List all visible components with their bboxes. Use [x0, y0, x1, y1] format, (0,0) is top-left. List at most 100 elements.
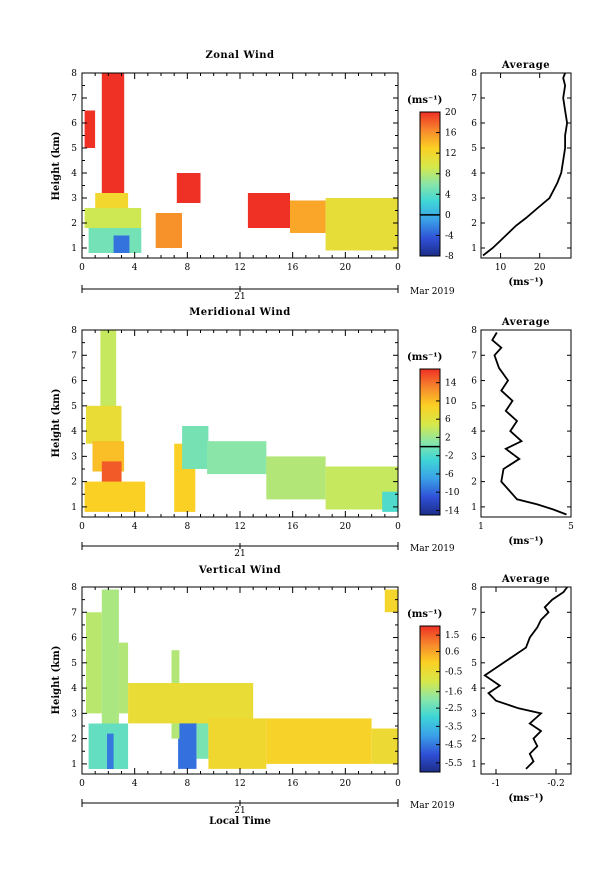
colorbar-tick-label: 1.5 [445, 631, 460, 641]
y-tick-label: 5 [71, 402, 77, 412]
y-tick-label: 8 [71, 326, 77, 336]
profile-x-tick-label: 1 [478, 522, 484, 532]
heatmap-region [155, 213, 182, 248]
profile-y-tick-label: 6 [471, 377, 477, 387]
colorbar-tick-label: -4.5 [445, 741, 463, 751]
profile-y-tick-label: 8 [471, 326, 477, 336]
colorbar-tick-label: 6 [445, 415, 451, 425]
colorbar: 14 10 6 2 -2 -6 -10 -14 [419, 368, 460, 516]
heatmap-region [182, 426, 209, 469]
heatmap-region [266, 456, 326, 500]
profile-frame [480, 586, 572, 775]
profile-x-label: (ms⁻¹) [508, 793, 543, 804]
colorbar-tick-label: 16 [445, 129, 457, 139]
colorbar-tick-label: 2 [445, 433, 451, 443]
x-tick-label: 8 [184, 779, 190, 789]
x-tick-label: 8 [184, 522, 190, 532]
colorbar-tick-label: 10 [445, 397, 457, 407]
profile-y-tick-label: 3 [471, 194, 477, 204]
profile-y-tick-label: 5 [471, 144, 477, 154]
profile-y-tick-label: 3 [471, 709, 477, 719]
y-axis-label: Height (km) [51, 389, 62, 458]
profile-y-tick-label: 1 [471, 244, 477, 254]
profile-y-tick-label: 1 [471, 760, 477, 770]
profile-title: Average [501, 60, 550, 71]
colorbar-tick-label: -5.5 [445, 759, 463, 769]
y-tick-label: 3 [71, 194, 77, 204]
profile-y-tick-label: 6 [471, 634, 477, 644]
heatmap-region [86, 612, 102, 714]
x-tick-label: 16 [287, 263, 299, 273]
colorbar-tick-label: 14 [445, 379, 457, 389]
heatmap-region [371, 728, 398, 764]
date-axis: 21 Mar 2019 [81, 542, 455, 559]
profile-y-tick-label: 2 [471, 478, 477, 488]
heatmap-region [84, 110, 96, 148]
profile-y-tick-label: 6 [471, 119, 477, 129]
x-tick-label: 0 [395, 522, 401, 532]
y-tick-label: 5 [71, 144, 77, 154]
profile-x-label: (ms⁻¹) [508, 536, 543, 547]
x-tick-label: 20 [340, 779, 352, 789]
x-tick-label: 20 [340, 522, 352, 532]
heatmap-region [107, 733, 114, 769]
x-axis-label: Local Time [209, 816, 271, 827]
colorbar-tick-label: -1.6 [445, 688, 463, 698]
heatmap-area [84, 330, 398, 512]
date-day-label: 21 [234, 292, 245, 302]
x-tick-label: 16 [287, 779, 299, 789]
profile-x-tick-label: 10 [495, 263, 507, 273]
heatmap-region [84, 208, 142, 228]
profile-y-tick-label: 7 [471, 94, 477, 104]
y-tick-label: 2 [71, 478, 77, 488]
profile-line [482, 72, 569, 257]
y-tick-label: 6 [71, 119, 77, 129]
chart-title: Vertical Wind [198, 565, 281, 576]
x-tick-label: 8 [184, 263, 190, 273]
y-axis: 1 2 3 4 5 6 7 8 [71, 69, 398, 254]
heatmap-area [84, 73, 398, 253]
x-tick-label: 12 [234, 522, 245, 532]
x-tick-label: 12 [234, 779, 245, 789]
colorbar-tick-label: 20 [445, 108, 457, 118]
heatmap-region [84, 481, 146, 512]
profile-y-tick-label: 4 [471, 684, 477, 694]
colorbar-tick-label: 0 [445, 211, 451, 221]
y-tick-label: 2 [71, 219, 77, 229]
profile-x-tick-label: 5 [568, 522, 574, 532]
x-tick-label: 0 [395, 263, 401, 273]
x-tick-label: 0 [79, 779, 85, 789]
colorbar-units: (ms⁻¹) [407, 95, 442, 106]
y-tick-label: 8 [71, 69, 77, 79]
heatmap-region [266, 718, 372, 764]
profile-y-tick-label: 2 [471, 735, 477, 745]
heatmap-region [384, 589, 398, 613]
profile-x-label: (ms⁻¹) [508, 277, 543, 288]
y-tick-label: 4 [71, 684, 77, 694]
colorbar-tick-label: -8 [445, 252, 454, 262]
colorbar-tick-label: -4 [445, 231, 454, 241]
colorbar-tick-label: -2 [445, 452, 454, 462]
y-axis: 1 2 3 4 5 6 7 8 [71, 326, 398, 513]
y-tick-label: 1 [71, 503, 77, 513]
colorbar-tick-label: 0.6 [445, 648, 460, 658]
profile-line [491, 332, 567, 516]
y-tick-label: 8 [71, 583, 77, 593]
y-axis: 1 2 3 4 5 6 7 8 [71, 583, 398, 770]
y-tick-label: 1 [71, 244, 77, 254]
profile-panel: Average 1 2 3 4 5 6 7 8 10 20 (ms⁻¹) [471, 60, 572, 288]
y-tick-label: 7 [71, 351, 77, 361]
heatmap-region [101, 589, 119, 752]
profile-y-tick-label: 3 [471, 452, 477, 462]
date-day-label: 21 [234, 806, 245, 816]
x-tick-label: 12 [234, 263, 245, 273]
profile-y-tick-label: 5 [471, 402, 477, 412]
y-tick-label: 3 [71, 709, 77, 719]
profile-y-tick-label: 4 [471, 169, 477, 179]
colorbar-units: (ms⁻¹) [407, 352, 442, 363]
x-tick-label: 20 [340, 263, 352, 273]
colorbar-tick-label: -3.5 [445, 722, 463, 732]
y-tick-label: 2 [71, 735, 77, 745]
profile-y-tick-label: 8 [471, 583, 477, 593]
